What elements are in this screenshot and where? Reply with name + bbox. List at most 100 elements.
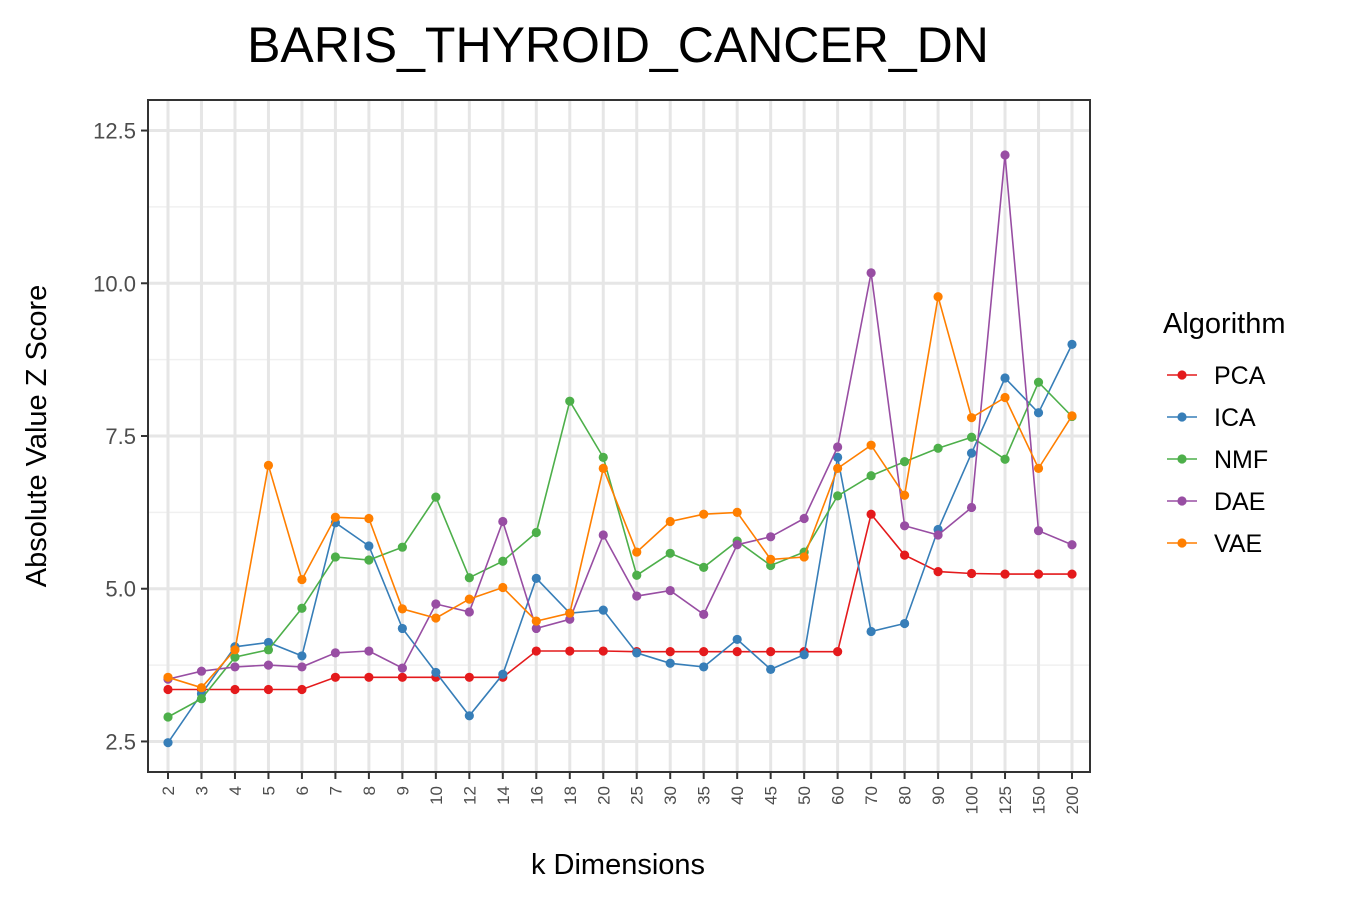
x-tick-label: 125	[996, 786, 1015, 814]
x-tick-label: 5	[259, 786, 278, 795]
data-point	[498, 669, 508, 679]
data-point	[933, 292, 943, 302]
data-point	[464, 573, 474, 583]
x-tick-label: 8	[360, 786, 379, 795]
data-point	[866, 509, 876, 519]
legend-key-point	[1177, 538, 1187, 548]
data-point	[598, 463, 608, 473]
data-point	[732, 507, 742, 517]
data-point	[699, 562, 709, 572]
data-point	[966, 448, 977, 458]
data-point	[163, 684, 173, 695]
data-point	[766, 532, 776, 542]
data-point	[1000, 373, 1010, 383]
data-point	[364, 513, 374, 524]
data-point	[598, 646, 608, 656]
series-pca	[163, 509, 1077, 695]
x-axis-title: k Dimensions	[531, 849, 705, 881]
series-nmf	[163, 377, 1077, 722]
data-point	[263, 660, 274, 670]
data-point	[799, 513, 809, 524]
data-point	[1000, 454, 1010, 464]
legend-label: PCA	[1214, 362, 1266, 390]
x-tick-label: 40	[728, 786, 747, 805]
data-point	[397, 604, 407, 614]
data-point	[364, 555, 374, 565]
data-point	[699, 609, 709, 619]
data-point	[866, 471, 876, 481]
data-point	[531, 573, 541, 583]
data-point	[665, 585, 675, 596]
data-point	[464, 711, 474, 721]
x-tick-label: 12	[460, 786, 479, 805]
series-line-dae	[167, 154, 1073, 680]
y-tick-label: 5.0	[105, 577, 136, 602]
data-point	[464, 594, 474, 604]
data-point	[699, 647, 709, 657]
y-tick-label: 2.5	[105, 729, 136, 754]
x-tick-label: 16	[527, 786, 546, 805]
data-point	[732, 647, 742, 657]
legend-key-point	[1177, 454, 1187, 464]
x-tick-label: 20	[594, 786, 613, 805]
x-tick-label: 60	[829, 786, 848, 805]
data-point	[1067, 540, 1077, 550]
legend-label: ICA	[1214, 404, 1256, 432]
data-point	[297, 603, 307, 613]
data-point	[431, 613, 441, 623]
data-point	[1033, 377, 1044, 387]
data-point	[464, 607, 474, 617]
plot-series	[163, 150, 1077, 748]
y-tick-label: 10.0	[93, 271, 136, 296]
data-point	[196, 683, 207, 693]
x-tick-label: 3	[192, 786, 211, 795]
data-point	[866, 626, 876, 637]
legend-label: DAE	[1214, 488, 1265, 516]
x-tick-label: 70	[862, 786, 881, 805]
x-tick-label: 9	[393, 786, 412, 795]
x-tick-label: 7	[326, 786, 345, 795]
data-point	[498, 582, 508, 593]
data-point	[933, 530, 943, 540]
data-point	[699, 509, 709, 519]
data-point	[297, 651, 307, 661]
data-point	[230, 652, 240, 662]
series-line-pca	[168, 512, 1072, 691]
data-point	[464, 672, 474, 682]
series-line-nmf	[167, 380, 1073, 718]
x-tick-label: 35	[695, 786, 714, 805]
data-point	[632, 547, 642, 557]
series-dae	[163, 150, 1077, 684]
plot-grid	[148, 100, 1090, 772]
x-tick-label: 18	[561, 786, 580, 805]
data-point	[397, 542, 407, 552]
legend-item-pca: PCA	[1167, 362, 1266, 390]
x-tick-label: 50	[795, 786, 814, 805]
legend-items: PCA ICA NMF DAE VAE	[1167, 362, 1268, 558]
data-point	[364, 672, 374, 682]
data-point	[933, 443, 943, 453]
data-point	[1000, 150, 1010, 160]
data-point	[598, 530, 608, 540]
data-point	[598, 452, 608, 462]
series-line-vae	[167, 296, 1073, 689]
data-point	[732, 634, 742, 645]
data-point	[431, 667, 441, 678]
data-point	[330, 672, 341, 682]
data-point	[899, 521, 910, 531]
data-point	[230, 645, 240, 655]
data-point	[766, 554, 776, 565]
legend-item-ica: ICA	[1167, 404, 1256, 432]
data-point	[297, 662, 307, 672]
data-point	[598, 605, 608, 615]
data-point	[732, 540, 742, 550]
data-point	[833, 452, 843, 462]
legend-item-dae: DAE	[1167, 488, 1265, 516]
data-point	[1000, 569, 1010, 579]
data-point	[297, 684, 307, 695]
data-point	[330, 648, 341, 658]
legend-item-vae: VAE	[1167, 530, 1262, 558]
legend-label: NMF	[1214, 446, 1268, 474]
data-point	[899, 618, 910, 629]
